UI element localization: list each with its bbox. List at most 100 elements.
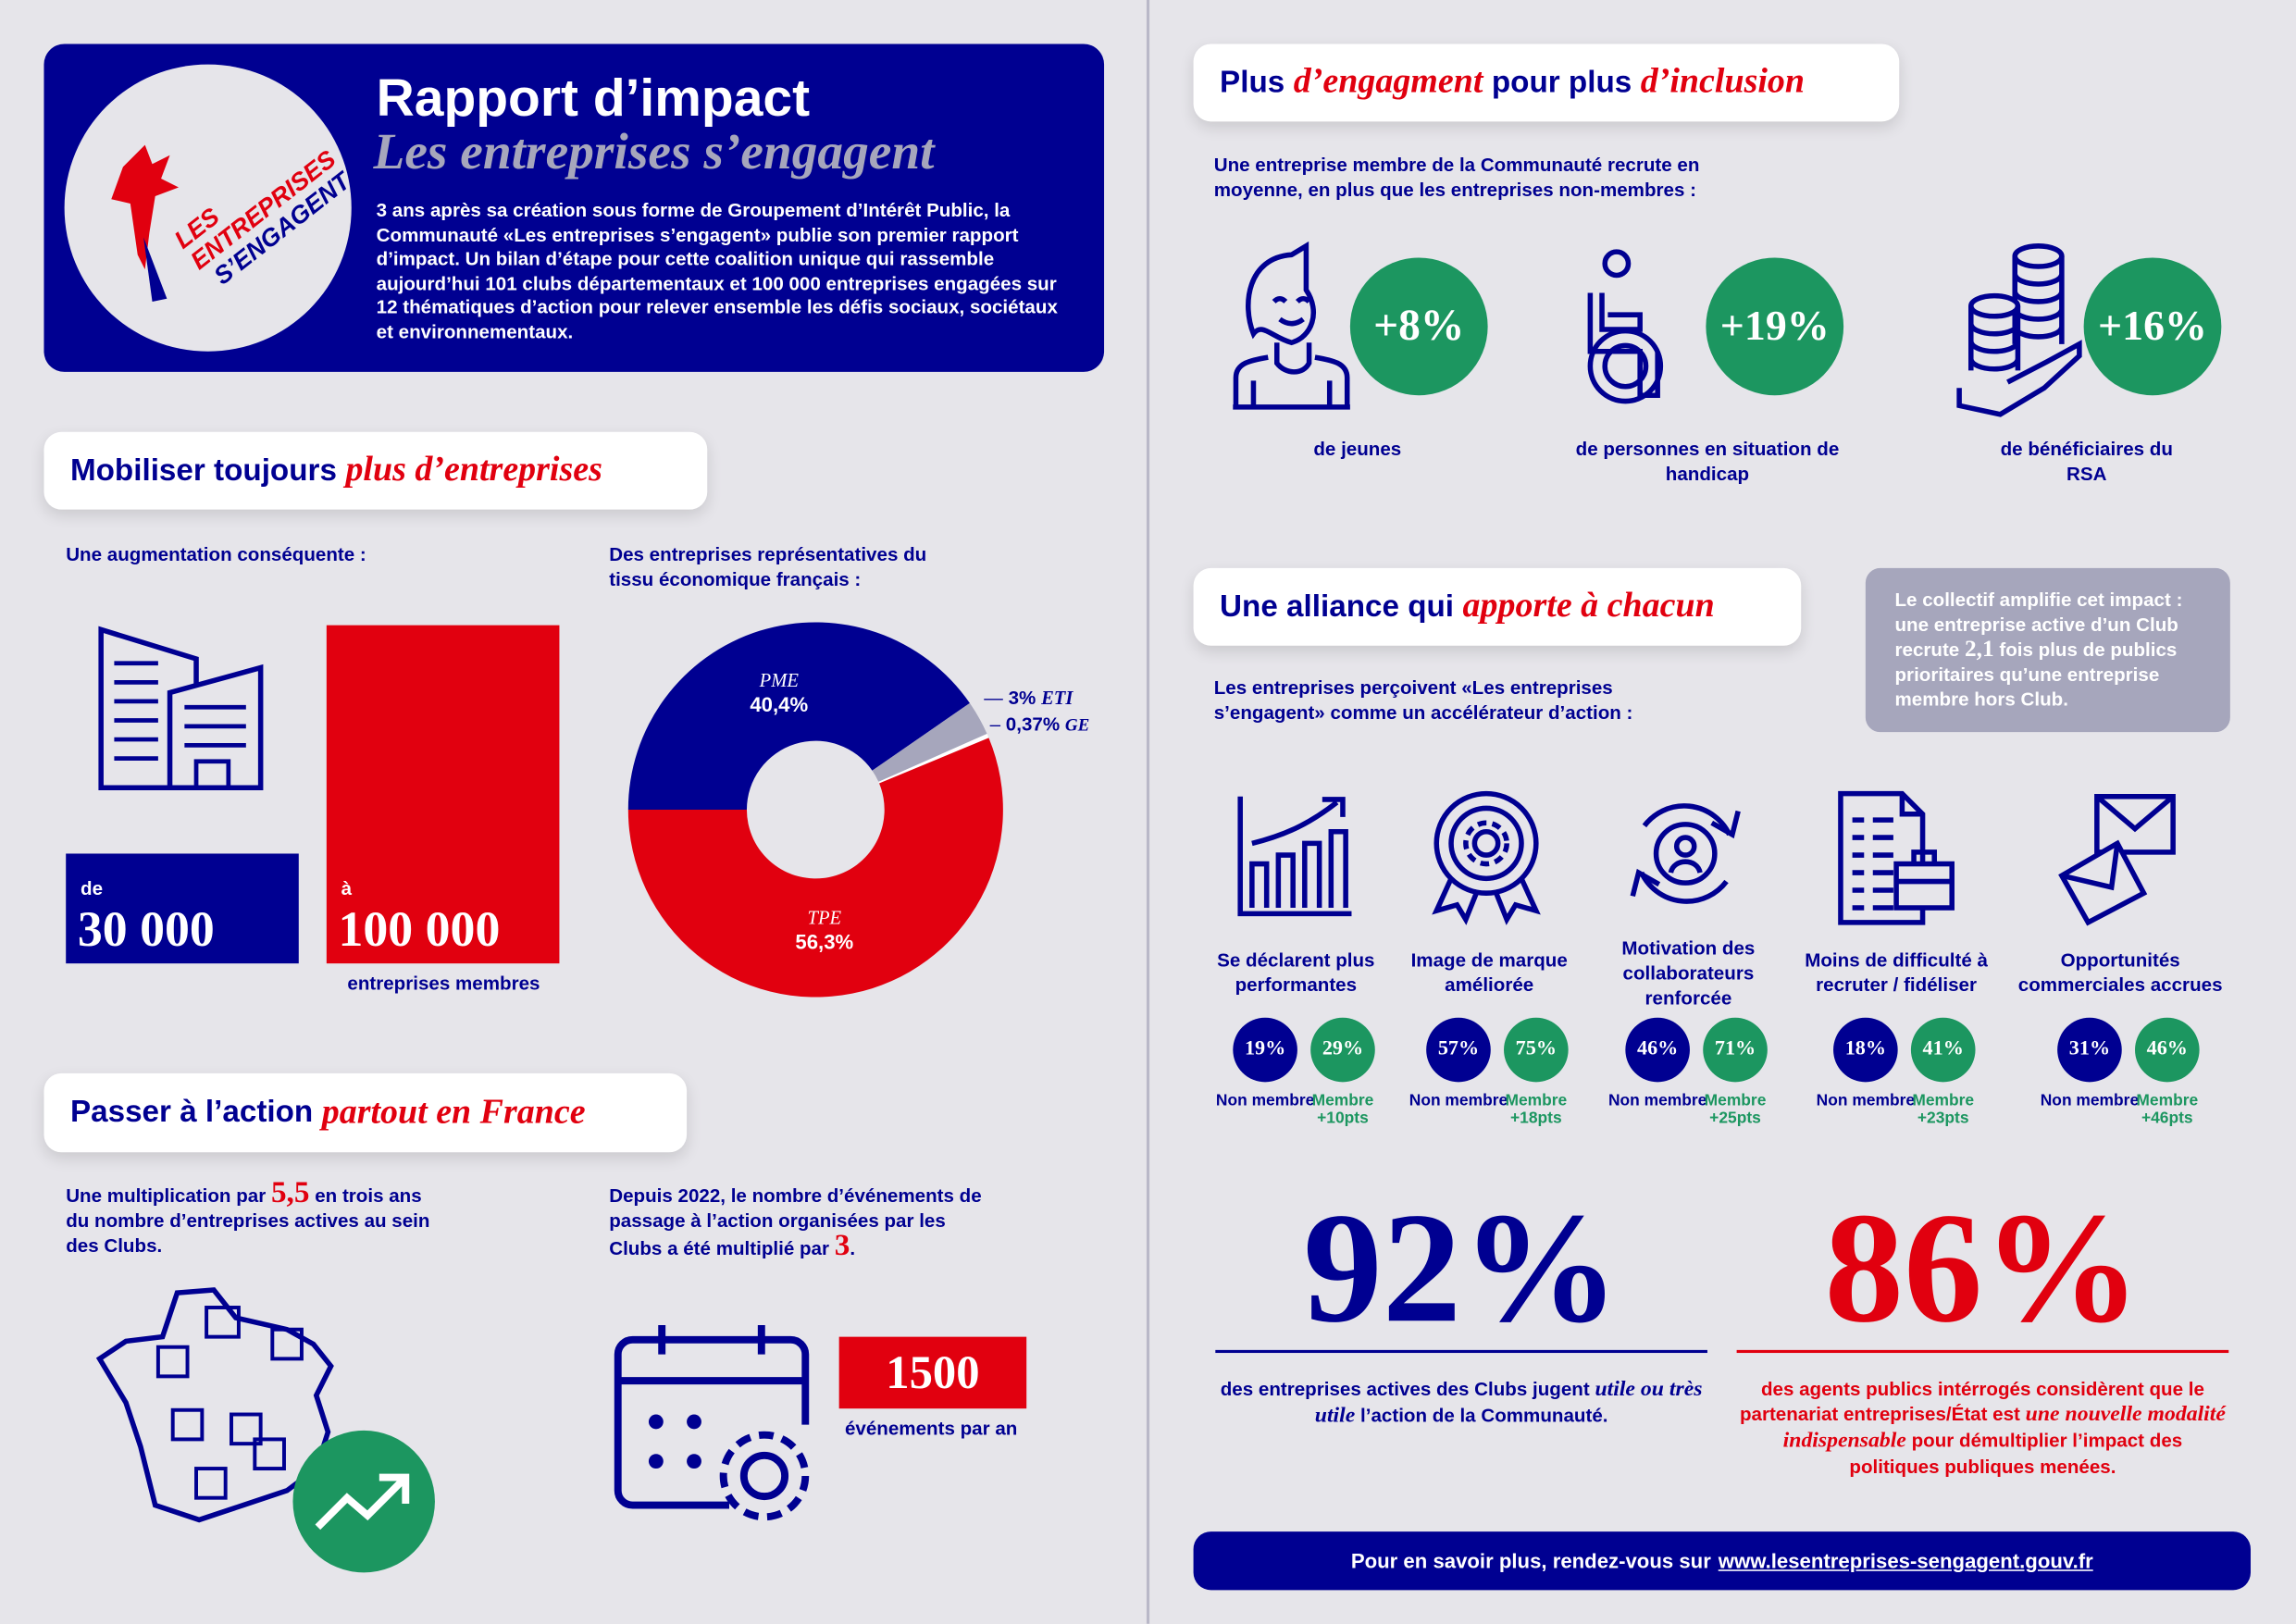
title-accent: d’inclusion [1640,63,1806,102]
alliance-item: Motivation des collaborateurs renforcée … [1586,790,1792,1142]
section-title-alliance: Une alliance qui apporte à chacun [1193,567,1802,646]
inclusion-value-handicap: +19% [1706,257,1844,396]
clubs-growth-text: Une multiplication par 5,5 en trois ans … [66,1176,432,1258]
member-value: 46% [2134,1017,2200,1083]
stat-86-text: des agents publics intérrogés considèren… [1737,1376,2229,1479]
pme-label: PME 40,4% [720,669,838,716]
title-plain: Une alliance qui [1220,589,1455,624]
text: Une multiplication par [66,1184,267,1207]
member-value: 75% [1504,1017,1569,1083]
members-now-box: à 100 000 [326,625,560,964]
pme-value: 40,4% [750,692,809,716]
from-label: de [81,876,104,899]
alliance-note-box: Le collectif amplifie cet impact : une e… [1865,567,2230,733]
text: Le collectif amplifie cet impact : une e… [1894,589,2183,661]
text: . [850,1237,856,1259]
donut-slice-eti [872,702,987,782]
divider-line [1736,1349,2229,1354]
member-label: Membre +18pts [1484,1092,1587,1127]
title-accent: d’engagment [1293,63,1483,102]
ge-value: 0,37% [1005,713,1061,736]
member-value: 41% [1910,1017,1976,1083]
alliance-item: Opportunités commerciales accrues 31% 46… [2017,790,2223,1142]
person-cycle-icon [1630,803,1741,904]
footer-bar: Pour en savoir plus, rendez-vous sur www.… [1193,1531,2251,1591]
wheelchair-icon [1587,249,1664,404]
enterprise-size-donut [627,622,1003,998]
member-value: 29% [1310,1017,1375,1083]
header-banner: LES ENTREPRISES S’ENGAGENT Rapport d’imp… [43,43,1105,372]
buildings-icon [98,626,264,791]
report-intro: 3 ans après sa création sous forme de Gr… [376,199,1058,342]
alliance-intro: Les entreprises perçoivent «Les entrepri… [1213,676,1633,724]
member-delta: +18pts [1509,1110,1562,1128]
logo: LES ENTREPRISES S’ENGAGENT [64,64,357,352]
non-member-label: Non membre [1607,1092,1707,1110]
stat-86: 86% [1824,1181,2141,1357]
text: en trois ans du nombre d’entreprises act… [66,1184,430,1257]
text: Depuis 2022, le nombre d’événements de p… [609,1184,982,1259]
member-delta: +25pts [1709,1110,1761,1128]
member-label-text: Membre [1505,1092,1568,1110]
inclusion-value-rsa: +16% [2083,257,2222,396]
members-caption: entreprises membres [347,972,540,995]
title-plain: Passer à l’action [69,1095,314,1129]
member-value: 71% [1703,1017,1768,1083]
report-subtitle: Les entreprises s’engagent [373,122,935,180]
tpe-label: TPE 56,3% [766,906,884,953]
stat-92-text: des entreprises actives des Clubs jugent… [1215,1376,1707,1429]
growth-circle [292,1430,435,1573]
section-title-action: Passer à l’action partout en France [43,1072,688,1153]
alliance-item: Image de marque améliorée 57% 75% Non me… [1386,790,1592,1142]
alliance-item: Se déclarent plus performantes 19% 29% N… [1194,790,1399,1142]
members-2021-box: de 30 000 [66,853,299,964]
text: des entreprises actives des Clubs jugent [1220,1377,1590,1400]
inclusion-intro: Une entreprise membre de la Communauté r… [1213,154,1700,201]
member-label-text: Membre [2136,1092,2199,1110]
alliance-label: Se déclarent plus performantes [1217,948,1375,996]
tpe-value: 56,3% [795,929,854,954]
non-member-label: Non membre [1816,1092,1916,1110]
title-part: Plus [1220,65,1285,99]
section-title-mobiliser: Mobiliser toujours plus d’entreprises [43,431,708,510]
section-title-inclusion: Plus d’engagment pour plus d’inclusion [1193,43,1900,122]
ge-label: – 0,37% GE [989,713,1090,736]
emphasis: utile ou très utile [1314,1377,1703,1428]
pme-name: PME [759,669,799,691]
events-caption: événements par an [844,1417,1018,1440]
text: l’action de la Communauté. [1360,1404,1608,1427]
inclusion-label-rsa: de bénéficiaires du RSA [2000,438,2173,485]
alliance-label: Opportunités commerciales accrues [2017,948,2223,996]
alliance-label: Moins de difficulté à recruter / fidélis… [1805,948,1988,996]
from-value: 30 000 [77,903,215,958]
eti-label: — 3% ETI [984,687,1074,709]
pie-intro: Des entreprises représentatives du tissu… [609,543,927,590]
non-member-value: 18% [1833,1017,1898,1083]
member-label-text: Membre [1704,1092,1767,1110]
title-part: pour plus [1491,65,1632,99]
title-accent: plus d’entreprises [345,451,602,490]
eti-value: 3% [1008,687,1036,709]
footer-text: Pour en savoir plus, rendez-vous sur [1350,1549,1711,1573]
member-label: Membre +23pts [1892,1092,1994,1127]
text: des agents publics intérrogés considèren… [1739,1377,2204,1425]
eti-name: ETI [1041,687,1074,709]
envelopes-icon [2058,794,2176,926]
member-label: Membre +10pts [1292,1092,1395,1127]
non-member-value: 46% [1625,1017,1690,1083]
text: fois plus de publics prioritaires qu’une… [1894,638,2178,711]
member-label: Membre +25pts [1684,1092,1787,1127]
tpe-name: TPE [807,906,842,929]
multiplier: 3 [834,1226,850,1262]
website-link[interactable]: www.lesentreprises-sengagent.gouv.fr [1718,1549,2093,1573]
non-member-label: Non membre [2040,1092,2140,1110]
events-value-box: 1500 [838,1336,1027,1409]
member-label: Membre +46pts [2116,1092,2218,1127]
non-member-value: 57% [1426,1017,1491,1083]
trend-up-icon [315,1473,410,1531]
bar-chart-icon [1237,796,1352,917]
logo-mark-icon: LES ENTREPRISES S’ENGAGENT [111,144,357,302]
page-divider [1146,0,1150,1624]
title-plain: Mobiliser toujours [69,452,337,488]
